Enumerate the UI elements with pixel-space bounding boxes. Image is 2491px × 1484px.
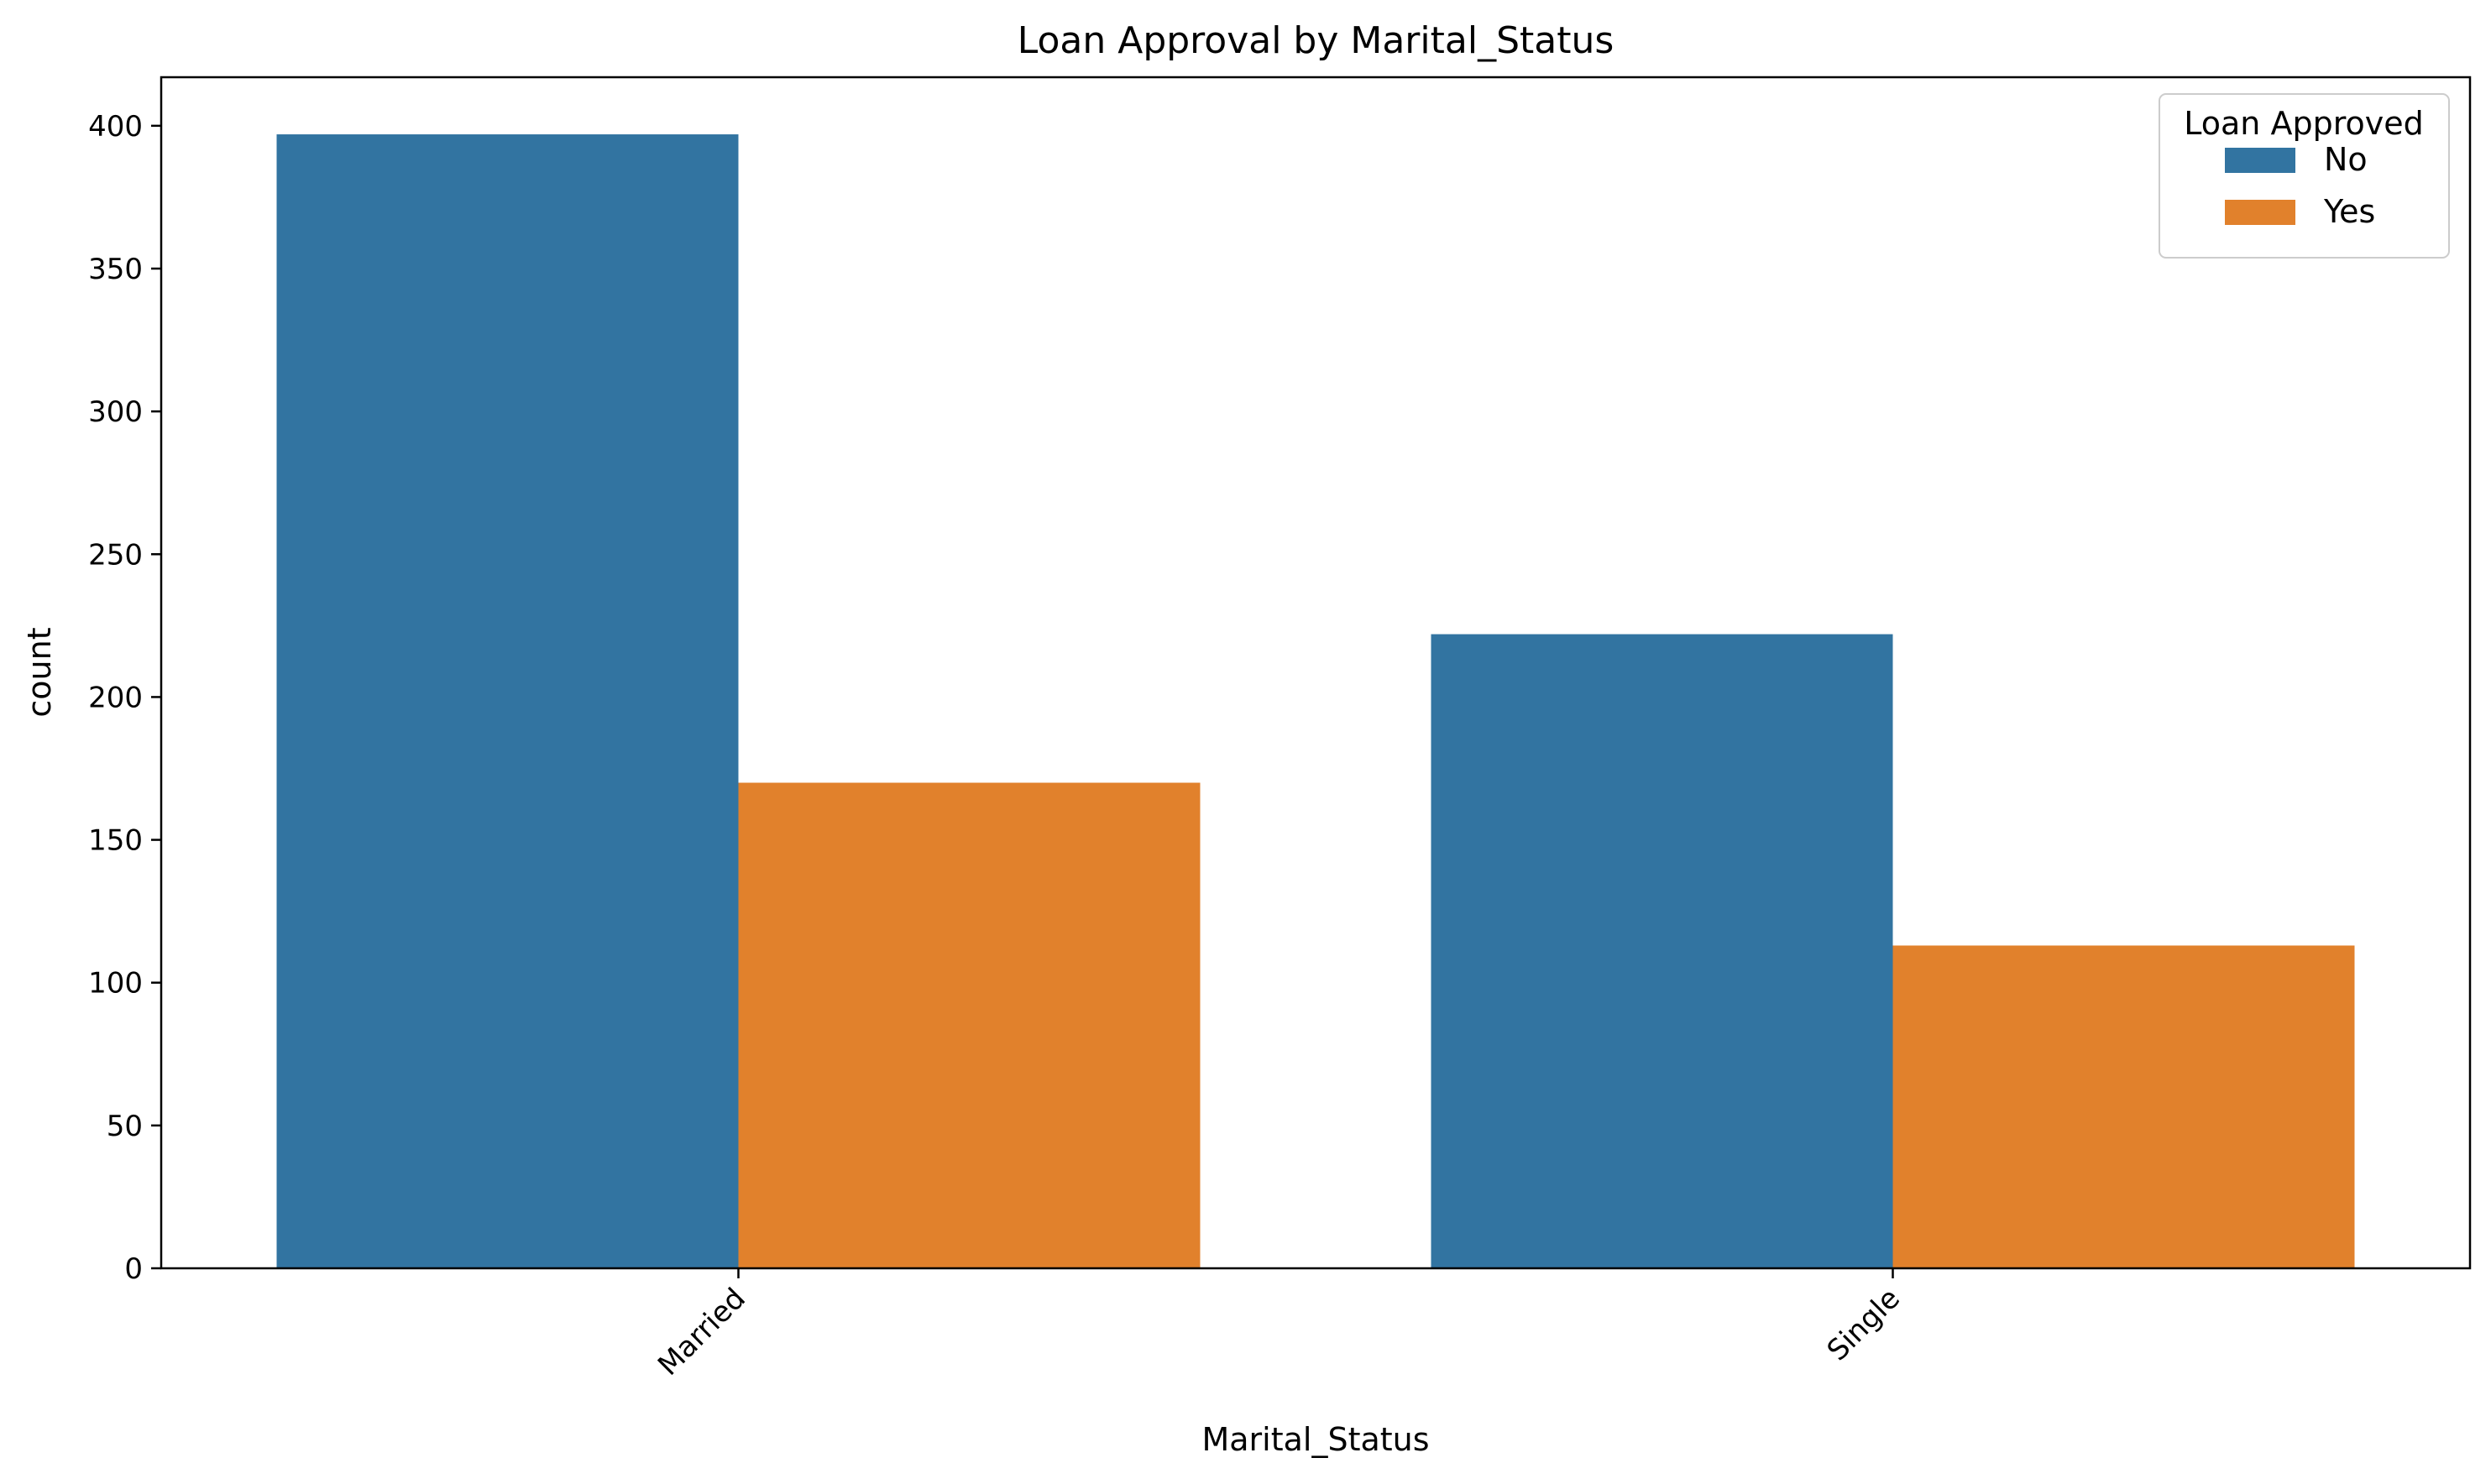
bars-group <box>276 134 2355 1268</box>
chart-title: Loan Approval by Marital_Status <box>1018 19 1614 62</box>
y-tick-label: 150 <box>88 824 143 858</box>
y-axis: 0 50 100 150 200 250 300 350 400 <box>88 110 161 1286</box>
bar-no-married <box>276 134 739 1268</box>
y-tick-label: 400 <box>88 110 143 144</box>
legend-swatch-no <box>2225 148 2295 173</box>
y-tick-label: 300 <box>88 395 143 429</box>
bar-yes-married <box>738 782 1201 1268</box>
y-tick-label: 250 <box>88 538 143 572</box>
bar-yes-single <box>1892 945 2355 1268</box>
plot-frame <box>160 76 2472 1270</box>
y-tick-label: 350 <box>88 253 143 286</box>
legend-items: No Yes <box>2225 141 2375 230</box>
y-tick-label: 0 <box>124 1252 143 1286</box>
legend: Loan Approved No Yes <box>2159 93 2450 259</box>
bar-no-single <box>1431 634 1893 1268</box>
legend-title: Loan Approved <box>2184 105 2423 142</box>
legend-label-no: No <box>2324 141 2368 178</box>
y-tick-label: 100 <box>88 967 143 1001</box>
y-tick-label: 200 <box>88 681 143 714</box>
legend-label-yes: Yes <box>2323 193 2375 230</box>
legend-swatch-yes <box>2225 200 2295 225</box>
y-axis-label: count <box>21 627 58 717</box>
x-axis-label: Marital_Status <box>1201 1421 1429 1458</box>
y-tick-label: 50 <box>107 1110 143 1143</box>
